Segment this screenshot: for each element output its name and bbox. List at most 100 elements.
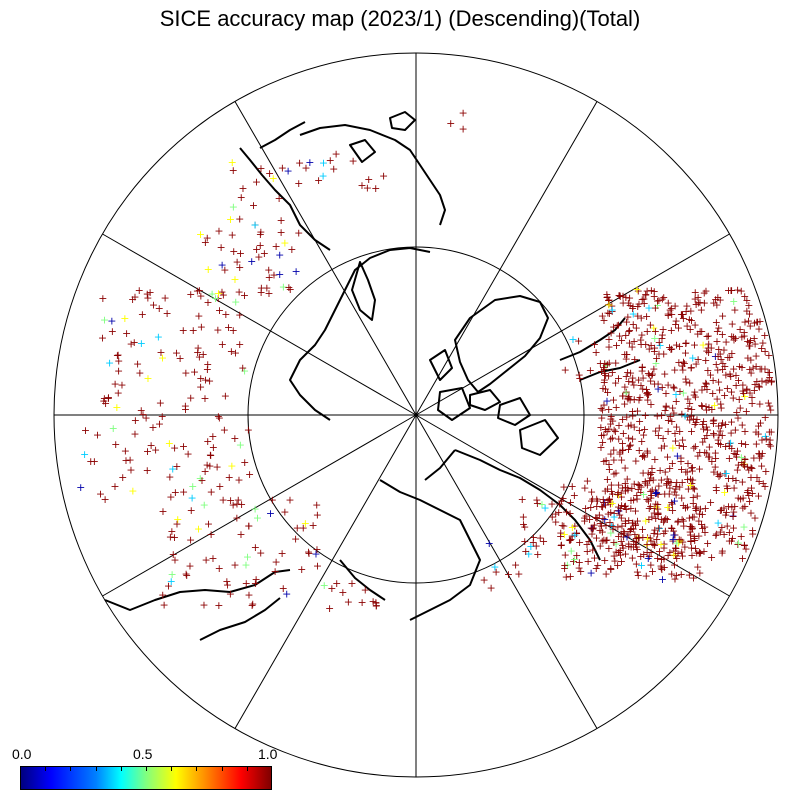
accuracy-marker: + (629, 308, 638, 321)
accuracy-marker: + (653, 503, 662, 516)
accuracy-marker: + (689, 482, 698, 495)
accuracy-marker: + (727, 330, 736, 343)
accuracy-marker: + (634, 478, 643, 491)
accuracy-marker: + (733, 284, 742, 297)
accuracy-marker: + (236, 439, 245, 452)
accuracy-marker: + (714, 437, 723, 450)
accuracy-marker: + (181, 400, 190, 413)
accuracy-marker: + (623, 366, 632, 379)
accuracy-marker: + (646, 485, 655, 498)
accuracy-marker: + (584, 555, 593, 568)
accuracy-marker: + (188, 491, 197, 504)
accuracy-marker: + (305, 156, 314, 169)
accuracy-marker: + (632, 322, 641, 335)
accuracy-marker: + (575, 372, 584, 385)
accuracy-marker: + (721, 508, 730, 521)
accuracy-marker: + (700, 286, 709, 299)
meridian-line (415, 233, 730, 416)
accuracy-marker: + (638, 531, 647, 544)
accuracy-marker: + (215, 480, 224, 493)
accuracy-marker: + (669, 545, 678, 558)
accuracy-marker: + (650, 290, 659, 303)
accuracy-marker: + (715, 384, 724, 397)
accuracy-marker: + (720, 467, 729, 480)
accuracy-marker: + (729, 521, 738, 534)
accuracy-marker: + (654, 348, 663, 361)
accuracy-marker: + (714, 434, 723, 447)
accuracy-marker: + (576, 565, 585, 578)
accuracy-marker: + (309, 519, 318, 532)
accuracy-marker: + (712, 299, 721, 312)
accuracy-marker: + (654, 488, 663, 501)
accuracy-marker: + (604, 333, 613, 346)
accuracy-marker: + (753, 316, 762, 329)
accuracy-marker: + (225, 471, 234, 484)
accuracy-marker: + (645, 550, 654, 563)
accuracy-marker: + (693, 561, 702, 574)
accuracy-marker: + (674, 514, 683, 527)
accuracy-marker: + (605, 493, 614, 506)
accuracy-marker: + (622, 348, 631, 361)
accuracy-marker: + (677, 408, 686, 421)
accuracy-marker: + (648, 483, 657, 496)
accuracy-marker: + (128, 485, 137, 498)
accuracy-marker: + (651, 483, 660, 496)
accuracy-marker: + (729, 482, 738, 495)
accuracy-marker: + (613, 559, 622, 572)
accuracy-marker: + (131, 414, 140, 427)
accuracy-marker: + (617, 555, 626, 568)
accuracy-marker: + (572, 527, 581, 540)
accuracy-marker: + (661, 465, 670, 478)
accuracy-marker: + (691, 416, 700, 429)
accuracy-marker: + (708, 387, 717, 400)
accuracy-marker: + (675, 385, 684, 398)
accuracy-marker: + (601, 567, 610, 580)
accuracy-marker: + (729, 447, 738, 460)
accuracy-marker: + (714, 516, 723, 529)
accuracy-marker: + (655, 422, 664, 435)
accuracy-marker: + (700, 380, 709, 393)
accuracy-marker: + (639, 429, 648, 442)
accuracy-marker: + (686, 323, 695, 336)
accuracy-marker: + (624, 514, 633, 527)
accuracy-marker: + (670, 494, 679, 507)
accuracy-marker: + (665, 501, 674, 514)
accuracy-marker: + (671, 482, 680, 495)
accuracy-marker: + (632, 541, 641, 554)
accuracy-marker: + (752, 375, 761, 388)
accuracy-marker: + (169, 548, 178, 561)
accuracy-marker: + (203, 296, 212, 309)
accuracy-marker: + (620, 397, 629, 410)
accuracy-marker: + (618, 389, 627, 402)
accuracy-marker: + (325, 602, 334, 615)
accuracy-marker: + (606, 327, 615, 340)
accuracy-marker: + (618, 542, 627, 555)
accuracy-marker: + (665, 462, 674, 475)
accuracy-marker: + (733, 444, 742, 457)
accuracy-marker: + (616, 544, 625, 557)
accuracy-marker: + (711, 460, 720, 473)
accuracy-marker: + (266, 507, 275, 520)
accuracy-marker: + (675, 480, 684, 493)
accuracy-marker: + (739, 458, 748, 471)
accuracy-marker: + (622, 503, 631, 516)
accuracy-marker: + (625, 439, 634, 452)
accuracy-marker: + (207, 486, 216, 499)
accuracy-marker: + (661, 524, 670, 537)
accuracy-marker: + (279, 582, 288, 595)
accuracy-marker: + (629, 335, 638, 348)
accuracy-marker: + (733, 464, 742, 477)
accuracy-marker: + (742, 294, 751, 307)
accuracy-marker: + (224, 321, 233, 334)
accuracy-marker: + (634, 373, 643, 386)
accuracy-marker: + (745, 307, 754, 320)
accuracy-marker: + (611, 466, 620, 479)
accuracy-marker: + (741, 438, 750, 451)
accuracy-marker: + (629, 535, 638, 548)
accuracy-marker: + (672, 421, 681, 434)
accuracy-marker: + (631, 519, 640, 532)
accuracy-marker: + (670, 300, 679, 313)
accuracy-marker: + (740, 459, 749, 472)
accuracy-marker: + (599, 314, 608, 327)
accuracy-marker: + (719, 344, 728, 357)
